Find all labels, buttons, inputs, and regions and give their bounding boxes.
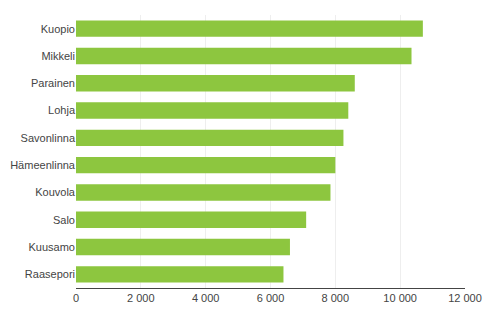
svg-text:12 000: 12 000 (448, 292, 482, 304)
svg-text:Parainen: Parainen (31, 77, 75, 89)
svg-text:Mikkeli: Mikkeli (41, 50, 75, 62)
svg-text:0: 0 (73, 292, 79, 304)
svg-text:Kouvola: Kouvola (35, 186, 76, 198)
svg-text:2 000: 2 000 (127, 292, 155, 304)
svg-text:Raasepori: Raasepori (25, 268, 75, 280)
svg-text:Hämeenlinna: Hämeenlinna (10, 159, 76, 171)
svg-text:Lohja: Lohja (48, 104, 76, 116)
svg-text:Kuopio: Kuopio (41, 23, 75, 35)
svg-text:8 000: 8 000 (322, 292, 350, 304)
svg-text:4 000: 4 000 (192, 292, 220, 304)
svg-text:Salo: Salo (53, 214, 75, 226)
svg-text:10 000: 10 000 (383, 292, 417, 304)
svg-text:6 000: 6 000 (257, 292, 285, 304)
svg-text:Kuusamo: Kuusamo (29, 241, 75, 253)
svg-text:Savonlinna: Savonlinna (21, 132, 76, 144)
